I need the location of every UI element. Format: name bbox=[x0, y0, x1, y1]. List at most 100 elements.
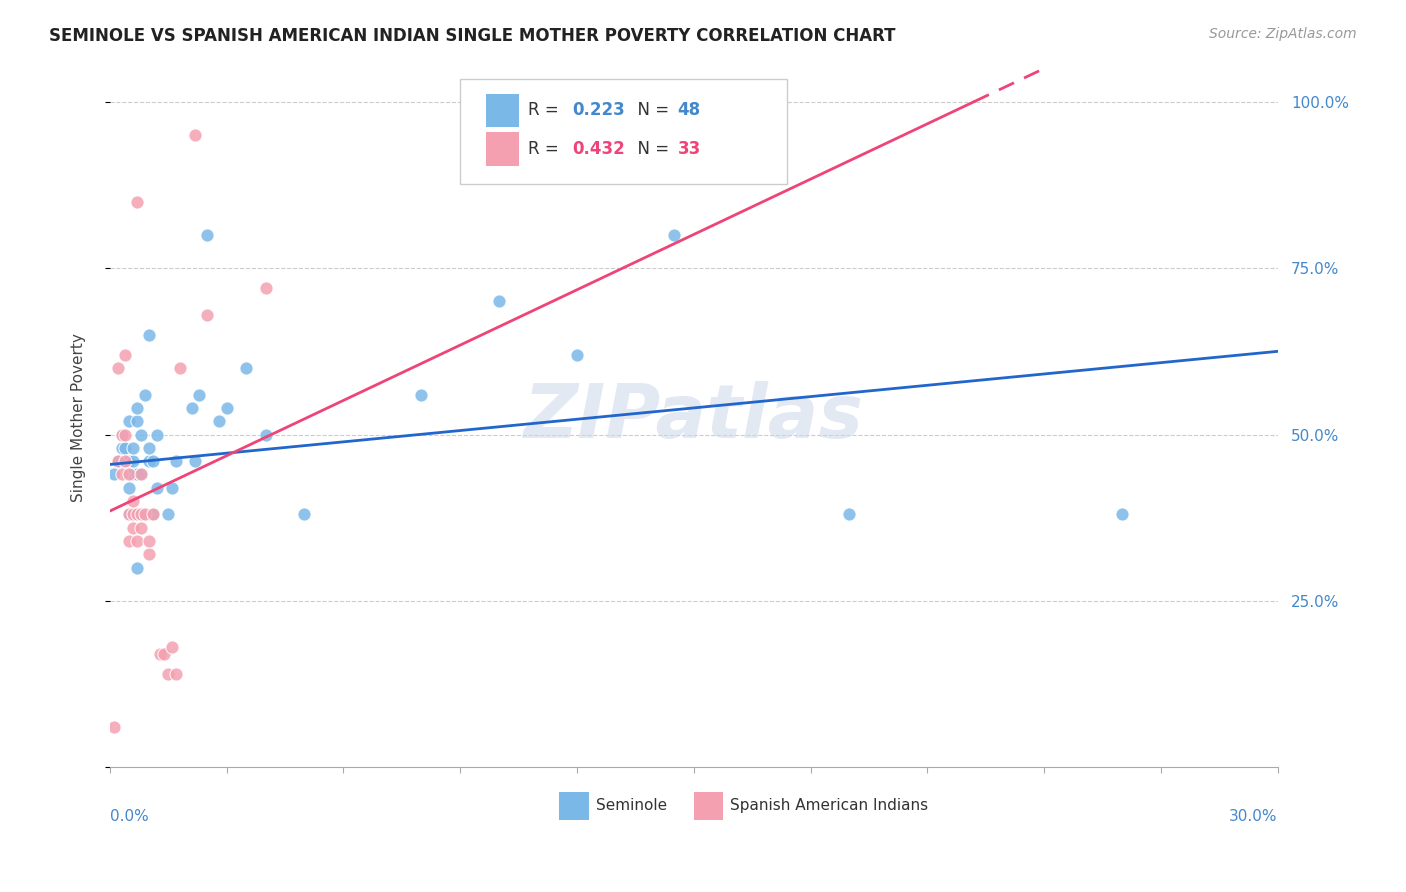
Point bbox=[127, 414, 149, 428]
Point bbox=[142, 454, 165, 468]
Point bbox=[129, 467, 152, 482]
Point bbox=[129, 508, 152, 522]
Point bbox=[127, 508, 149, 522]
Point bbox=[129, 467, 152, 482]
Point bbox=[127, 560, 149, 574]
Point bbox=[138, 454, 160, 468]
Point bbox=[149, 647, 172, 661]
Text: 48: 48 bbox=[678, 102, 700, 120]
Point bbox=[411, 387, 433, 401]
Point bbox=[157, 508, 180, 522]
Point bbox=[153, 647, 176, 661]
Point bbox=[195, 227, 218, 242]
Point bbox=[122, 454, 145, 468]
Point bbox=[488, 294, 510, 309]
Point bbox=[664, 227, 686, 242]
Point bbox=[127, 401, 149, 415]
Point bbox=[157, 667, 180, 681]
Point bbox=[145, 481, 167, 495]
Point bbox=[118, 508, 141, 522]
Point bbox=[838, 508, 860, 522]
Point bbox=[180, 401, 202, 415]
Point bbox=[145, 427, 167, 442]
Point bbox=[254, 281, 277, 295]
Y-axis label: Single Mother Poverty: Single Mother Poverty bbox=[72, 334, 86, 502]
Point bbox=[122, 508, 145, 522]
Point bbox=[138, 327, 160, 342]
Point bbox=[294, 508, 316, 522]
Point bbox=[103, 720, 125, 734]
Point bbox=[118, 414, 141, 428]
Point bbox=[118, 467, 141, 482]
Point bbox=[184, 128, 207, 142]
Point bbox=[107, 454, 129, 468]
Point bbox=[118, 534, 141, 549]
Point bbox=[122, 467, 145, 482]
Point bbox=[114, 454, 136, 468]
Text: Source: ZipAtlas.com: Source: ZipAtlas.com bbox=[1209, 27, 1357, 41]
Point bbox=[122, 521, 145, 535]
Point bbox=[165, 454, 187, 468]
Text: Spanish American Indians: Spanish American Indians bbox=[730, 798, 928, 814]
Point bbox=[134, 508, 156, 522]
Point bbox=[188, 387, 211, 401]
FancyBboxPatch shape bbox=[460, 79, 787, 184]
Point bbox=[138, 534, 160, 549]
Point bbox=[127, 467, 149, 482]
Point bbox=[127, 534, 149, 549]
FancyBboxPatch shape bbox=[486, 94, 519, 128]
Text: N =: N = bbox=[627, 140, 675, 158]
Point bbox=[118, 481, 141, 495]
Text: Seminole: Seminole bbox=[596, 798, 666, 814]
Point bbox=[169, 361, 191, 376]
Point bbox=[114, 348, 136, 362]
Point bbox=[142, 508, 165, 522]
Point bbox=[565, 348, 588, 362]
Point bbox=[118, 454, 141, 468]
Point bbox=[118, 508, 141, 522]
Point bbox=[110, 467, 132, 482]
Point bbox=[122, 441, 145, 455]
Text: R =: R = bbox=[527, 102, 564, 120]
FancyBboxPatch shape bbox=[560, 792, 589, 820]
Point bbox=[129, 521, 152, 535]
Point bbox=[114, 441, 136, 455]
Point bbox=[134, 387, 156, 401]
Point bbox=[215, 401, 238, 415]
Point bbox=[103, 467, 125, 482]
Text: 33: 33 bbox=[678, 140, 700, 158]
Point bbox=[122, 508, 145, 522]
FancyBboxPatch shape bbox=[486, 132, 519, 166]
Text: 0.223: 0.223 bbox=[572, 102, 626, 120]
Point bbox=[114, 454, 136, 468]
Point bbox=[208, 414, 231, 428]
Point bbox=[160, 640, 183, 655]
Point bbox=[122, 494, 145, 508]
Point bbox=[138, 547, 160, 561]
Point bbox=[110, 427, 132, 442]
Point bbox=[110, 441, 132, 455]
Point bbox=[142, 508, 165, 522]
Point bbox=[118, 467, 141, 482]
Point bbox=[160, 481, 183, 495]
Point bbox=[254, 427, 277, 442]
Point bbox=[129, 508, 152, 522]
Point bbox=[110, 427, 132, 442]
Text: N =: N = bbox=[627, 102, 675, 120]
Text: R =: R = bbox=[527, 140, 564, 158]
Text: 0.432: 0.432 bbox=[572, 140, 626, 158]
Text: SEMINOLE VS SPANISH AMERICAN INDIAN SINGLE MOTHER POVERTY CORRELATION CHART: SEMINOLE VS SPANISH AMERICAN INDIAN SING… bbox=[49, 27, 896, 45]
Point bbox=[138, 441, 160, 455]
Point bbox=[1111, 508, 1133, 522]
Point bbox=[107, 361, 129, 376]
Point bbox=[129, 427, 152, 442]
Point bbox=[114, 427, 136, 442]
Text: 30.0%: 30.0% bbox=[1229, 809, 1278, 824]
Point bbox=[235, 361, 257, 376]
Text: 0.0%: 0.0% bbox=[110, 809, 149, 824]
Point bbox=[127, 194, 149, 209]
Point bbox=[195, 308, 218, 322]
FancyBboxPatch shape bbox=[693, 792, 723, 820]
Point bbox=[165, 667, 187, 681]
Point bbox=[107, 454, 129, 468]
